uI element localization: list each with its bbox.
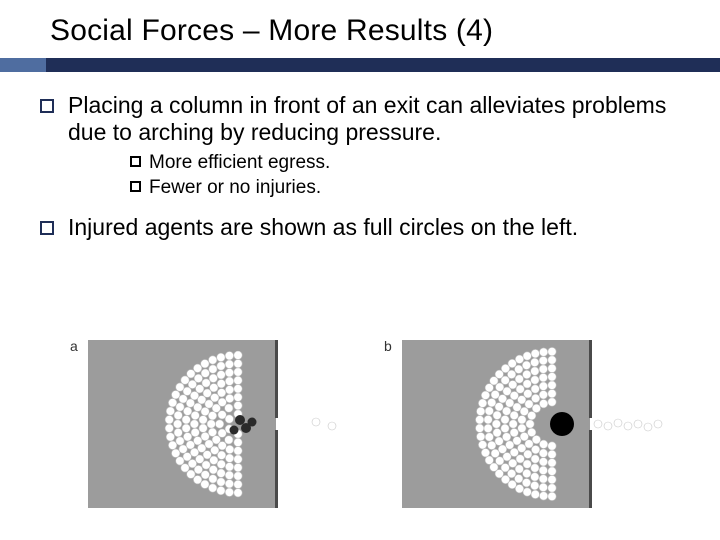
panel-b-wrap: b	[384, 340, 670, 508]
figure-row: a b	[70, 340, 670, 508]
sub-bullet-2: Fewer or no injuries.	[130, 177, 690, 200]
bullet-2: Injured agents are shown as full circles…	[40, 214, 690, 241]
panel-b	[402, 340, 670, 508]
sub-bullet-1: More efficient egress.	[130, 152, 690, 175]
title-accent	[0, 58, 720, 72]
accent-left	[0, 58, 46, 72]
bullet-2-text: Injured agents are shown as full circles…	[68, 214, 578, 241]
title-block: Social Forces – More Results (4)	[0, 0, 720, 48]
hollow-square-icon	[130, 181, 141, 192]
sub-bullet-1-text: More efficient egress.	[149, 152, 330, 175]
panel-a-wrap: a	[70, 340, 356, 508]
slide: Social Forces – More Results (4) Placing…	[0, 0, 720, 540]
content-area: Placing a column in front of an exit can…	[0, 72, 720, 241]
panel-a-agents	[88, 340, 356, 508]
panel-b-label: b	[384, 338, 398, 354]
hollow-square-icon	[40, 99, 54, 113]
slide-title: Social Forces – More Results (4)	[50, 14, 700, 48]
panel-a-label: a	[70, 338, 84, 354]
accent-right	[46, 58, 720, 72]
hollow-square-icon	[40, 221, 54, 235]
panel-b-agents	[402, 340, 670, 508]
sub-list-1: More efficient egress. Fewer or no injur…	[130, 152, 690, 200]
panel-a	[88, 340, 356, 508]
hollow-square-icon	[130, 156, 141, 167]
sub-bullet-2-text: Fewer or no injuries.	[149, 177, 321, 200]
bullet-1-text: Placing a column in front of an exit can…	[68, 92, 690, 146]
bullet-1: Placing a column in front of an exit can…	[40, 92, 690, 146]
